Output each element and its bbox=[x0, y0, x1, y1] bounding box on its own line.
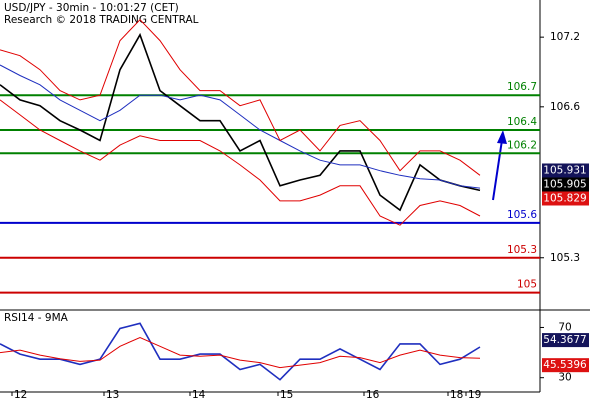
y-tick-label: 107.2 bbox=[550, 31, 580, 43]
x-tick-label: 16 bbox=[366, 389, 380, 400]
level-label: 105 bbox=[517, 279, 537, 291]
price-marker-box bbox=[542, 333, 589, 348]
price-marker-box bbox=[542, 191, 589, 206]
forecast-arrow bbox=[492, 130, 507, 201]
series-line bbox=[0, 322, 481, 381]
series-line bbox=[0, 18, 481, 176]
level-label: 105.3 bbox=[507, 244, 537, 256]
price-marker-box bbox=[542, 358, 589, 373]
x-tick-label: 18 bbox=[450, 389, 463, 400]
price-marker-label: 45.5396 bbox=[543, 359, 587, 371]
series-line bbox=[0, 336, 481, 369]
price-marker: 105.931 bbox=[542, 163, 589, 178]
price-marker: 45.5396 bbox=[542, 358, 589, 373]
level-label: 106.7 bbox=[507, 81, 537, 93]
level-label: 106.4 bbox=[507, 116, 537, 128]
rsi-title: RSI14 - 9MA bbox=[4, 312, 69, 324]
y-tick-label: 105.3 bbox=[550, 252, 580, 264]
price-marker: 105.829 bbox=[542, 191, 589, 206]
x-tick-label: 19 bbox=[468, 389, 481, 400]
y-tick-label: 30 bbox=[558, 372, 571, 384]
y-tick-label: 106.6 bbox=[550, 101, 580, 113]
x-tick-label: 13 bbox=[106, 389, 119, 400]
level-label: 106.2 bbox=[507, 139, 537, 151]
x-tick-label: 12 bbox=[14, 389, 27, 400]
series-line bbox=[0, 99, 481, 226]
price-marker-label: 105.905 bbox=[543, 178, 586, 190]
series-line bbox=[0, 32, 481, 212]
x-tick-label: 14 bbox=[192, 389, 206, 400]
price-marker: 54.3677 bbox=[542, 333, 589, 348]
series-line bbox=[0, 64, 481, 189]
price-marker: 105.905 bbox=[542, 177, 589, 192]
level-label: 105.6 bbox=[507, 209, 537, 221]
price-marker-label: 105.829 bbox=[543, 192, 586, 204]
chart-title: USD/JPY - 30min - 10:01:27 (CET) bbox=[4, 2, 179, 14]
price-marker-box bbox=[542, 177, 589, 192]
x-tick-label: 15 bbox=[280, 389, 293, 400]
price-marker-box bbox=[542, 163, 589, 178]
price-marker-label: 54.3677 bbox=[543, 334, 586, 346]
chart-subtitle: Research © 2018 TRADING CENTRAL bbox=[4, 14, 199, 26]
y-tick-label: 70 bbox=[558, 321, 571, 333]
price-marker-label: 105.931 bbox=[543, 164, 586, 176]
